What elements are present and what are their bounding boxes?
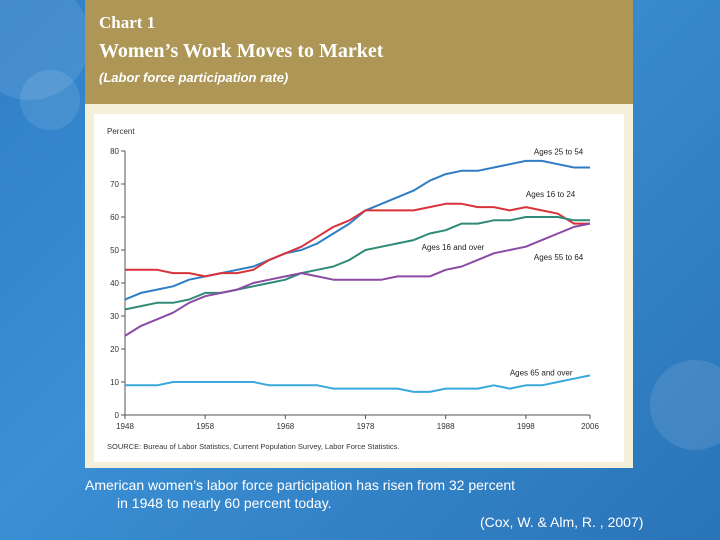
chart-label: Chart 1 [99,13,156,32]
series-line-ages-16-to-24 [125,202,590,278]
chart-title: Women’s Work Moves to Market [99,40,384,62]
series-line-ages-55-to-64 [124,222,591,337]
y-tick-label: 10 [110,378,119,387]
annotation-ages-25-to-54: Ages 25 to 54 [534,147,584,156]
background-bubble [650,360,720,450]
chart-subtitle: (Labor force participation rate) [99,70,289,85]
series-line-ages-65-and-over [125,374,591,393]
x-tick-label: 1978 [357,422,375,431]
y-tick-label: 30 [110,312,119,321]
line-chart: Percent 0 10 20 30 40 50 60 70 80 1948 1958 1968 1978… [107,127,599,451]
y-tick-label: 70 [110,180,119,189]
y-tick-label: 60 [110,213,119,222]
chart-card: Chart 1 Women’s Work Moves to Market (La… [85,0,633,468]
annotation-ages-55-to-64: Ages 55 to 64 [534,253,584,262]
plot-panel [94,114,624,462]
y-tick-label: 40 [110,279,119,288]
source-note: SOURCE: Bureau of Labor Statistics, Curr… [107,442,400,451]
background-bubble [20,70,80,130]
x-tick-label: 1968 [276,422,294,431]
y-tick-label: 50 [110,246,119,255]
y-tick-label: 80 [110,147,119,156]
citation: (Cox, W. & Alm, R. , 2007) [480,514,644,530]
series-line-ages-25-to-54 [124,159,590,301]
caption-line-1: American women’s labor force participati… [85,477,516,493]
x-tick-label: 2006 [581,422,599,431]
annotation-ages-65-and-over: Ages 65 and over [510,368,573,377]
annotation-ages-16-and-over: Ages 16 and over [422,243,485,252]
x-tick-label: 1988 [437,422,455,431]
chart-header: Chart 1 Women’s Work Moves to Market (La… [85,0,633,104]
series-line-ages-16-and-over [124,216,590,311]
x-tick-label: 1948 [116,422,134,431]
caption: American women’s labor force participati… [85,476,625,512]
y-tick-label: 0 [115,411,120,420]
x-tick-label: 1958 [196,422,214,431]
x-tick-label: 1998 [517,422,535,431]
annotation-ages-16-to-24: Ages 16 to 24 [526,190,576,199]
y-axis-label: Percent [107,127,135,136]
y-tick-label: 20 [110,345,119,354]
caption-line-2: in 1948 to nearly 60 percent today. [117,495,332,511]
